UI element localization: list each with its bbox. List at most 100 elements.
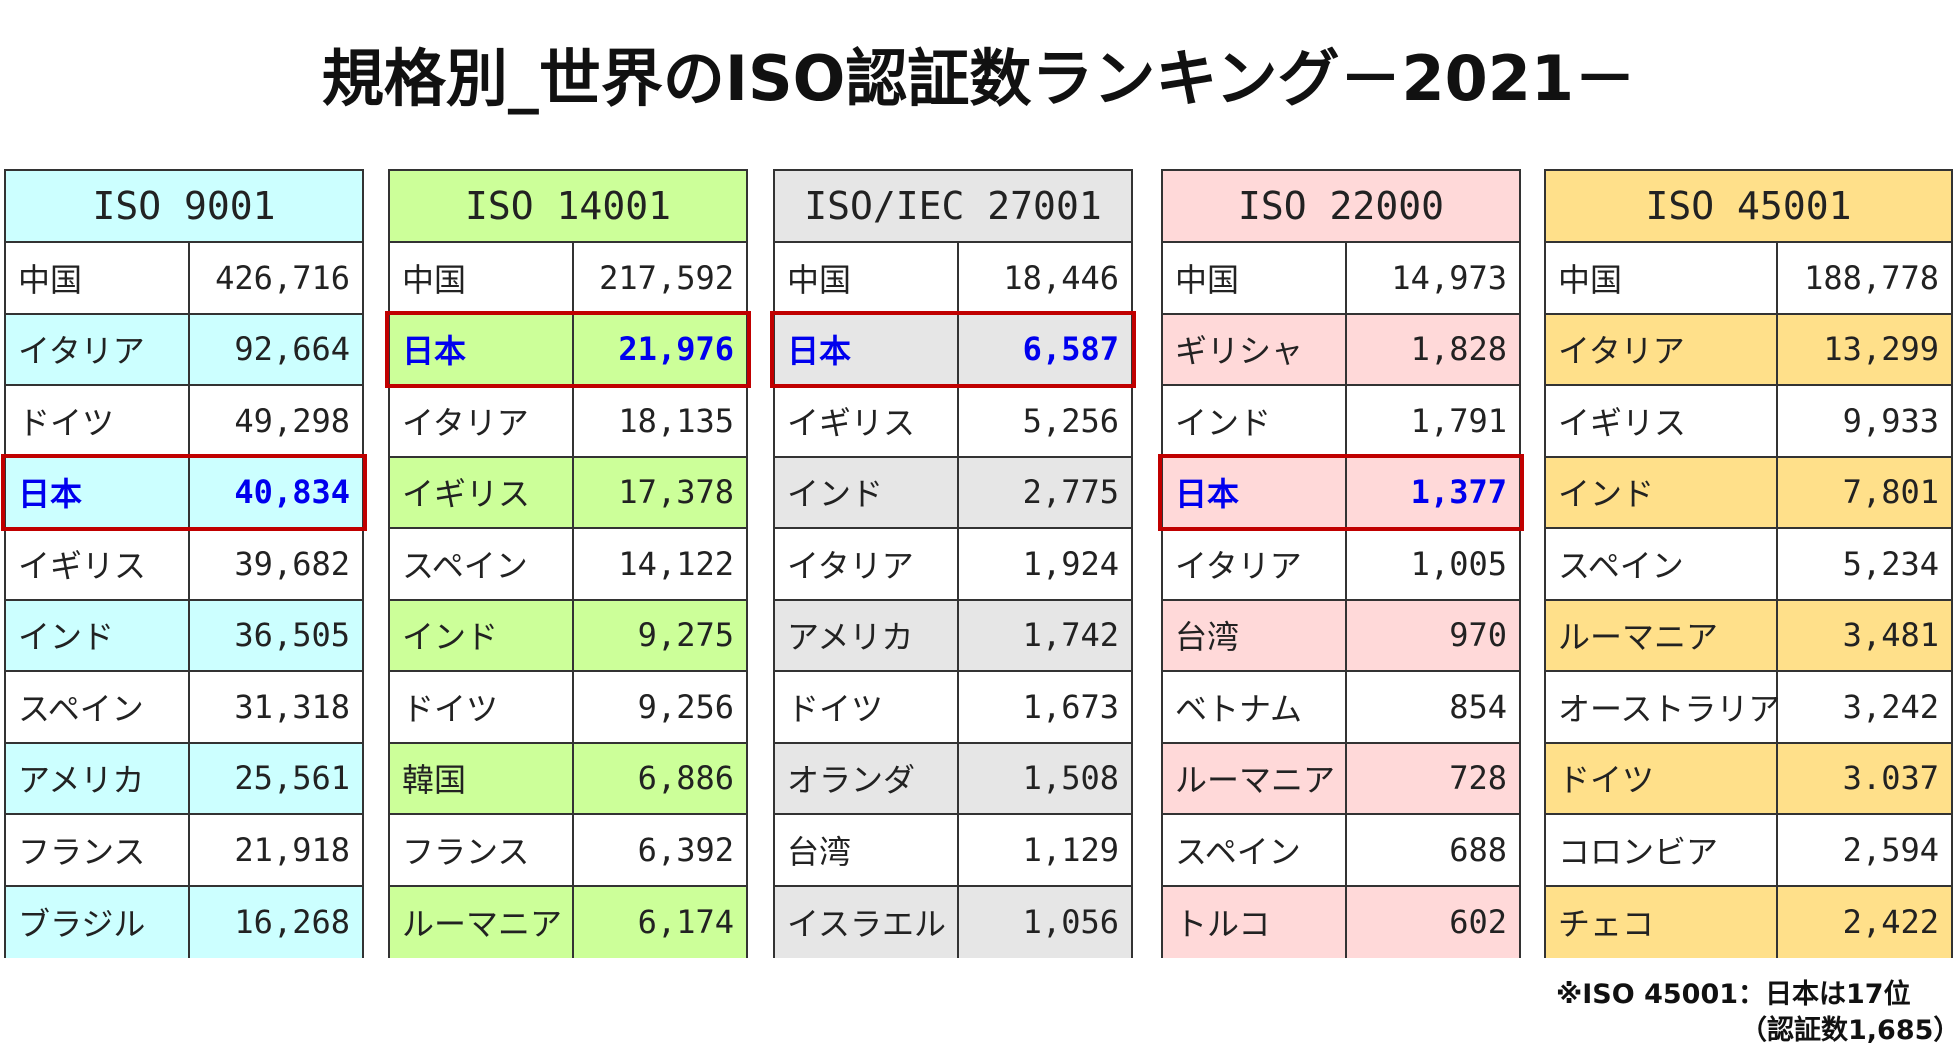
count: 9,256 <box>574 672 746 744</box>
count: 1,508 <box>959 743 1131 815</box>
count: 13,299 <box>1778 314 1951 386</box>
count: 6,392 <box>574 815 746 887</box>
count: 25,561 <box>190 743 362 815</box>
table-header: ISO 14001 <box>390 171 746 243</box>
country: ルーマニア <box>390 886 574 958</box>
count: 6,886 <box>574 743 746 815</box>
country: 韓国 <box>390 743 574 815</box>
count: 1,828 <box>1347 314 1519 386</box>
count: 36,505 <box>190 600 362 672</box>
count: 6,587 <box>959 314 1131 386</box>
footnote: ※ISO 45001：日本は17位 <box>1556 979 1911 1010</box>
count: 6,174 <box>574 886 746 958</box>
country: イタリア <box>775 529 959 601</box>
count: 728 <box>1347 743 1519 815</box>
country: 中国 <box>390 243 574 315</box>
count: 188,778 <box>1778 243 1951 315</box>
count: 3,481 <box>1778 600 1951 672</box>
count: 9,933 <box>1778 386 1951 458</box>
country: インド <box>775 457 959 529</box>
country: 台湾 <box>1163 600 1347 672</box>
country: コロンビア <box>1546 815 1778 887</box>
ranking-table: ISO 22000 中国 14,973 ギリシャ 1,828 インド 1,791 日本 1,37… <box>1161 169 1521 958</box>
highlight-box <box>385 310 751 388</box>
country: アメリカ <box>775 600 959 672</box>
country: 中国 <box>775 243 959 315</box>
count: 2,594 <box>1778 815 1951 887</box>
country: チェコ <box>1546 886 1778 958</box>
highlight-box <box>770 310 1136 388</box>
count: 1,791 <box>1347 386 1519 458</box>
count: 3,242 <box>1778 672 1951 744</box>
count: 2,775 <box>959 457 1131 529</box>
count: 3.037 <box>1778 743 1951 815</box>
country: 日本 <box>6 457 190 529</box>
country: スペイン <box>390 529 574 601</box>
table-header: ISO/IEC 27001 <box>775 171 1131 243</box>
count: 426,716 <box>190 243 362 315</box>
country: 中国 <box>6 243 190 315</box>
ranking-table: ISO 45001 中国 188,778 イタリア 13,299 イギリス 9,933 インド… <box>1544 169 1953 958</box>
country: ドイツ <box>390 672 574 744</box>
count: 21,918 <box>190 815 362 887</box>
country: トルコ <box>1163 886 1347 958</box>
count: 854 <box>1347 672 1519 744</box>
count: 5,234 <box>1778 529 1951 601</box>
country: スペイン <box>1163 815 1347 887</box>
ranking-table: ISO/IEC 27001 中国 18,446 日本 6,587 イギリス 5,256 インド… <box>773 169 1133 958</box>
country: ベトナム <box>1163 672 1347 744</box>
count: 49,298 <box>190 386 362 458</box>
country: 日本 <box>1163 457 1347 529</box>
count: 688 <box>1347 815 1519 887</box>
country: イタリア <box>1546 314 1778 386</box>
country: インド <box>6 600 190 672</box>
country: 台湾 <box>775 815 959 887</box>
count: 1,377 <box>1347 457 1519 529</box>
count: 9,275 <box>574 600 746 672</box>
country: ギリシャ <box>1163 314 1347 386</box>
country: ルーマニア <box>1546 600 1778 672</box>
country: ドイツ <box>6 386 190 458</box>
country: イギリス <box>775 386 959 458</box>
count: 39,682 <box>190 529 362 601</box>
country: スペイン <box>1546 529 1778 601</box>
count: 217,592 <box>574 243 746 315</box>
count: 7,801 <box>1778 457 1951 529</box>
country: スペイン <box>6 672 190 744</box>
count: 17,378 <box>574 457 746 529</box>
country: インド <box>390 600 574 672</box>
country: イギリス <box>390 457 574 529</box>
count: 18,135 <box>574 386 746 458</box>
count: 18,446 <box>959 243 1131 315</box>
count: 1,924 <box>959 529 1131 601</box>
table-header: ISO 9001 <box>6 171 362 243</box>
ranking-table: ISO 14001 中国 217,592 日本 21,976 イタリア 18,135 イギリス… <box>388 169 748 958</box>
country: アメリカ <box>6 743 190 815</box>
country: イギリス <box>6 529 190 601</box>
count: 14,122 <box>574 529 746 601</box>
highlight-box <box>1 453 367 531</box>
country: イタリア <box>6 314 190 386</box>
country: 中国 <box>1546 243 1778 315</box>
country: フランス <box>390 815 574 887</box>
country: ドイツ <box>775 672 959 744</box>
country: ブラジル <box>6 886 190 958</box>
count: 14,973 <box>1347 243 1519 315</box>
count: 602 <box>1347 886 1519 958</box>
count: 1,005 <box>1347 529 1519 601</box>
count: 1,056 <box>959 886 1131 958</box>
country: ドイツ <box>1546 743 1778 815</box>
country: インド <box>1546 457 1778 529</box>
count: 92,664 <box>190 314 362 386</box>
country: 中国 <box>1163 243 1347 315</box>
count: 2,422 <box>1778 886 1951 958</box>
country: ルーマニア <box>1163 743 1347 815</box>
count: 1,129 <box>959 815 1131 887</box>
count: 31,318 <box>190 672 362 744</box>
country: オーストラリア <box>1546 672 1780 744</box>
country: イスラエル <box>775 886 959 958</box>
country: イタリア <box>1163 529 1347 601</box>
count: 1,673 <box>959 672 1131 744</box>
count: 1,742 <box>959 600 1131 672</box>
